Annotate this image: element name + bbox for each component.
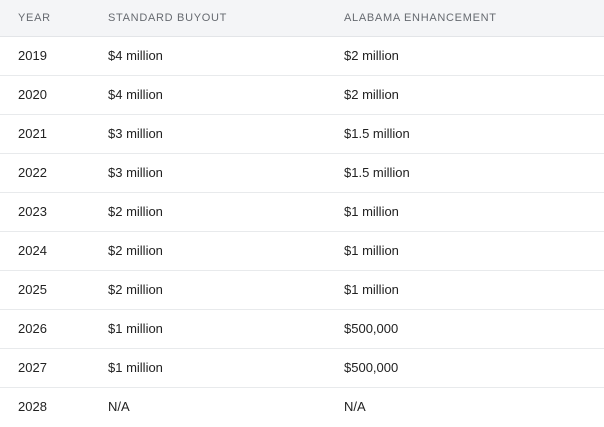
cell-alabama-enhancement: $1.5 million — [344, 114, 604, 154]
cell-year: 2022 — [0, 153, 108, 193]
cell-alabama-enhancement: $1 million — [344, 270, 604, 310]
cell-standard-buyout: $4 million — [108, 75, 344, 115]
table-row: 2019 $4 million $2 million — [0, 36, 604, 76]
cell-year: 2019 — [0, 36, 108, 76]
cell-year: 2028 — [18, 399, 47, 415]
cell-standard-buyout: $4 million — [108, 36, 344, 76]
cell-year: 2027 — [0, 348, 108, 388]
table-row: 2028 N/A N/A — [0, 387, 604, 426]
cell-alabama-enhancement: $1.5 million — [344, 153, 604, 193]
cell-year: 2021 — [0, 114, 108, 154]
table-body: 2019 $4 million $2 million 2020 $4 milli… — [0, 36, 604, 426]
cell-standard-buyout: $2 million — [108, 231, 344, 271]
table-row: 2026 $1 million $500,000 — [0, 309, 604, 349]
cell-year: 2025 — [0, 270, 108, 310]
cell-alabama-enhancement: $2 million — [344, 36, 604, 76]
table-header: YEAR STANDARD BUYOUT ALABAMA ENHANCEMENT — [0, 0, 604, 37]
cell-standard-buyout: $1 million — [108, 348, 344, 388]
table-row: 2022 $3 million $1.5 million — [0, 153, 604, 193]
cell-alabama-enhancement: $1 million — [344, 192, 604, 232]
cell-standard-buyout: $2 million — [108, 192, 344, 232]
table-row: 2027 $1 million $500,000 — [0, 348, 604, 388]
table-row: 2024 $2 million $1 million — [0, 231, 604, 271]
column-header-alabama-enhancement: ALABAMA ENHANCEMENT — [344, 0, 604, 37]
cell-standard-buyout: N/A — [108, 399, 130, 415]
cell-standard-buyout: $1 million — [108, 309, 344, 349]
cell-alabama-enhancement: $500,000 — [344, 309, 604, 349]
cell-standard-buyout: $3 million — [108, 114, 344, 154]
cell-year: 2024 — [0, 231, 108, 271]
cell-alabama-enhancement: N/A — [344, 399, 366, 415]
table-row: 2023 $2 million $1 million — [0, 192, 604, 232]
cell-year: 2023 — [0, 192, 108, 232]
cell-year: 2020 — [0, 75, 108, 115]
table-row: 2025 $2 million $1 million — [0, 270, 604, 310]
cell-alabama-enhancement: $1 million — [344, 231, 604, 271]
cell-alabama-enhancement: $500,000 — [344, 348, 604, 388]
cell-standard-buyout: $3 million — [108, 153, 344, 193]
column-header-standard-buyout: STANDARD BUYOUT — [108, 0, 344, 37]
cell-standard-buyout: $2 million — [108, 270, 344, 310]
column-header-year: YEAR — [0, 0, 108, 37]
cell-year: 2026 — [0, 309, 108, 349]
table-row: 2021 $3 million $1.5 million — [0, 114, 604, 154]
table-row: 2020 $4 million $2 million — [0, 75, 604, 115]
header-row: YEAR STANDARD BUYOUT ALABAMA ENHANCEMENT — [0, 0, 604, 37]
cell-alabama-enhancement: $2 million — [344, 75, 604, 115]
